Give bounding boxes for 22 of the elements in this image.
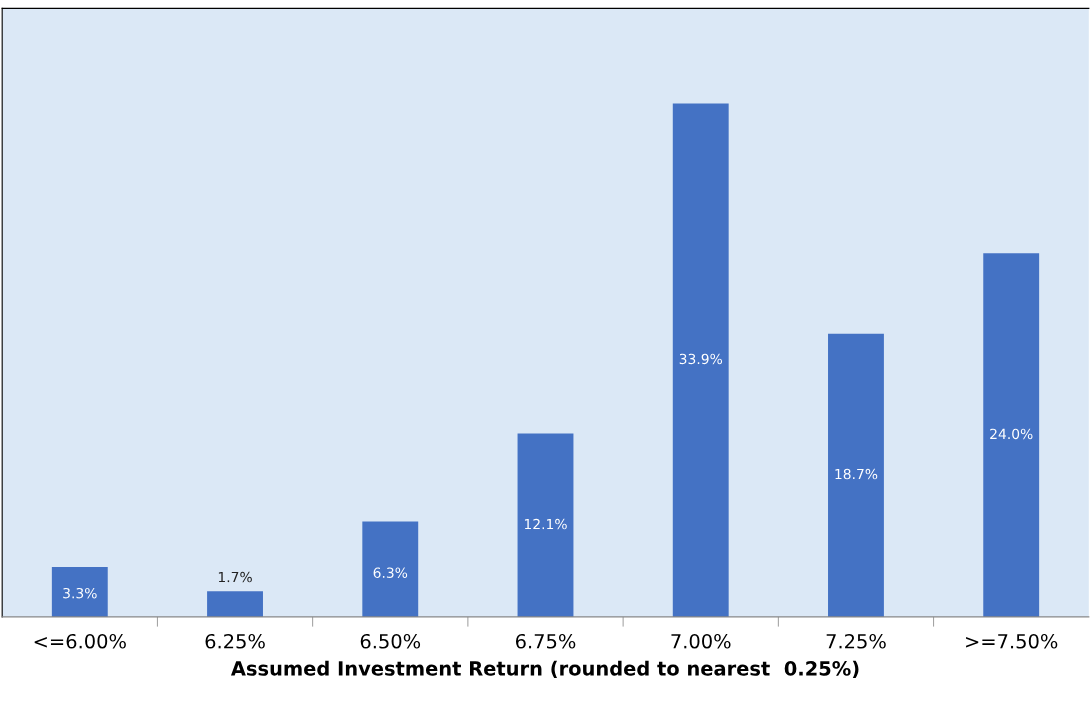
data-label: 18.7% — [835, 468, 878, 480]
data-label: 6.3% — [373, 567, 408, 578]
bar — [828, 333, 884, 617]
data-label: 1.7% — [218, 571, 252, 583]
x-axis-title: Assumed Investment Return (rounded to nearest 0.25%) — [230, 660, 859, 679]
bar — [51, 566, 108, 617]
x-tick-label: 7.25% — [826, 633, 886, 649]
x-tick-label: 6.50% — [360, 633, 421, 649]
data-label: 12.1% — [524, 518, 567, 530]
bar — [207, 591, 263, 617]
data-label: 33.9% — [679, 353, 723, 365]
x-tick-label: 6.75% — [515, 633, 576, 649]
x-tick-label: <=6.00% — [34, 633, 126, 649]
bar — [362, 521, 419, 617]
bar — [983, 253, 1040, 617]
x-tick-label: 6.25% — [205, 633, 265, 649]
data-label: 24.0% — [990, 428, 1033, 440]
x-tick-label: >=7.50% — [966, 633, 1058, 649]
data-label: 3.3% — [63, 587, 97, 599]
x-tick-label: 7.00% — [671, 633, 731, 649]
bar — [517, 433, 574, 617]
bar — [672, 103, 729, 617]
